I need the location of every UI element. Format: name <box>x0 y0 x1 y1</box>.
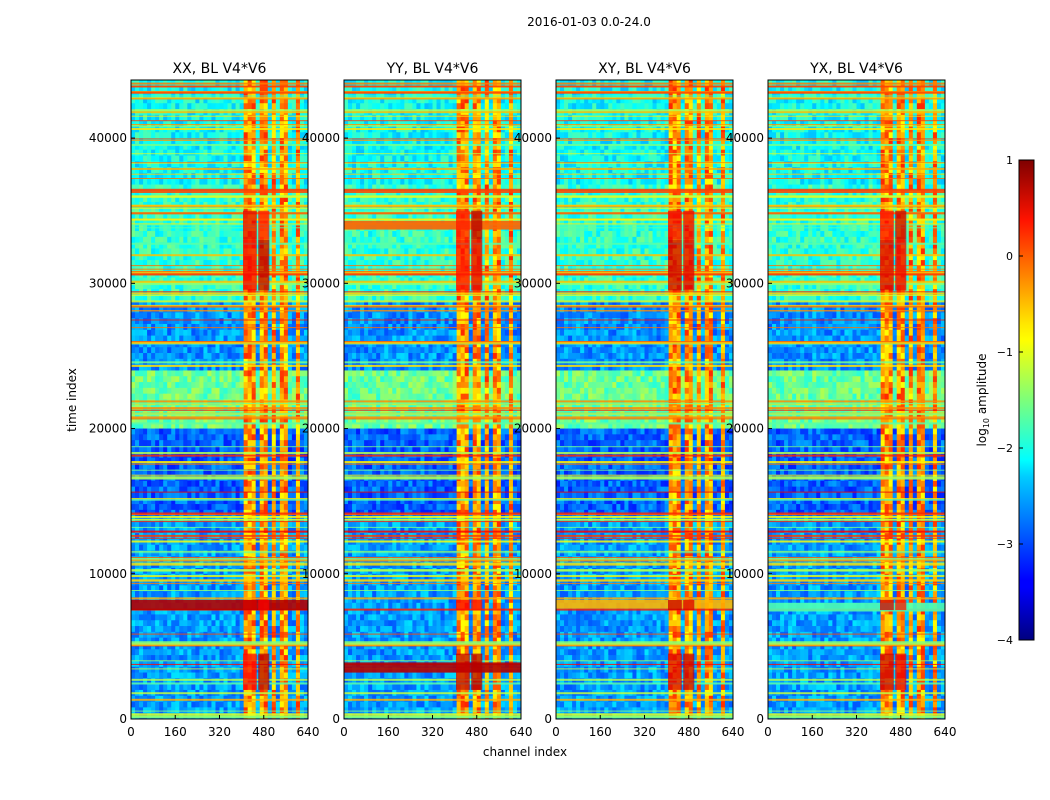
x-tick-label: 0 <box>340 725 348 739</box>
x-tick-label: 480 <box>465 725 488 739</box>
y-tick-label: 0 <box>756 712 764 726</box>
x-tick-label: 640 <box>722 725 745 739</box>
x-tick-label: 320 <box>421 725 444 739</box>
x-tick-label: 640 <box>934 725 957 739</box>
panel-2: YY, BL V4*V6 0 160 320 480 640 0 10000 20000 3000… <box>302 61 533 739</box>
y-tick-label: 30000 <box>726 276 764 290</box>
x-tick-label: 160 <box>801 725 824 739</box>
panel-title: YY, BL V4*V6 <box>386 61 479 77</box>
x-tick-label: 480 <box>889 725 912 739</box>
heatmap-cells <box>556 80 733 719</box>
x-tick-label: 0 <box>127 725 135 739</box>
y-tick-label: 10000 <box>89 567 127 581</box>
colorbar-tick-label: 1 <box>1006 154 1013 167</box>
y-tick-label: 20000 <box>514 422 552 436</box>
x-axis-label: channel index <box>483 745 567 759</box>
y-tick-label: 30000 <box>302 276 340 290</box>
y-tick-label: 10000 <box>514 567 552 581</box>
colorbar-tick-label: −2 <box>997 442 1013 455</box>
y-tick-label: 10000 <box>302 567 340 581</box>
y-tick-label: 0 <box>544 712 552 726</box>
y-tick-label: 40000 <box>302 131 340 145</box>
heatmap-cells <box>131 80 308 719</box>
y-tick-label: 0 <box>332 712 340 726</box>
panel-1: XX, BL V4*V6 0 160 320 480 640 0 10000 20000 3000… <box>89 61 320 739</box>
x-tick-label: 320 <box>845 725 868 739</box>
x-tick-label: 640 <box>297 725 320 739</box>
y-tick-label: 40000 <box>514 131 552 145</box>
suptitle: 2016-01-03 0.0-24.0 <box>527 15 651 29</box>
x-tick-label: 0 <box>552 725 560 739</box>
y-tick-label: 0 <box>119 712 127 726</box>
x-tick-label: 320 <box>633 725 656 739</box>
y-tick-label: 10000 <box>726 567 764 581</box>
y-tick-label: 20000 <box>726 422 764 436</box>
y-tick-label: 20000 <box>89 422 127 436</box>
y-tick-label: 30000 <box>89 276 127 290</box>
heatmap-cells <box>344 80 521 719</box>
colorbar: −4 −3 −2 −1 0 1 log10 amplitude <box>975 154 1035 647</box>
y-tick-label: 40000 <box>726 131 764 145</box>
x-tick-label: 160 <box>377 725 400 739</box>
x-tick-label: 320 <box>208 725 231 739</box>
colorbar-tick-label: −4 <box>997 634 1013 647</box>
x-tick-label: 160 <box>589 725 612 739</box>
panels: XX, BL V4*V6 0 160 320 480 640 0 10000 20000 3000… <box>89 61 957 739</box>
panel-3: XY, BL V4*V6 0 160 320 480 640 0 10000 20000 3000… <box>514 61 745 739</box>
x-tick-label: 0 <box>764 725 772 739</box>
colorbar-label: log10 amplitude <box>975 354 991 447</box>
panel-title: XY, BL V4*V6 <box>598 61 691 77</box>
heatmap-cells <box>768 80 945 719</box>
x-tick-label: 480 <box>677 725 700 739</box>
x-tick-label: 480 <box>252 725 275 739</box>
x-tick-label: 640 <box>510 725 533 739</box>
y-tick-label: 40000 <box>89 131 127 145</box>
panel-title: YX, BL V4*V6 <box>809 61 903 77</box>
y-axis-label: time index <box>65 368 79 432</box>
y-tick-label: 20000 <box>302 422 340 436</box>
colorbar-tick-label: −3 <box>997 538 1013 551</box>
y-tick-label: 30000 <box>514 276 552 290</box>
colorbar-tick-label: 0 <box>1006 250 1013 263</box>
panel-title: XX, BL V4*V6 <box>173 61 267 77</box>
colorbar-gradient <box>1018 159 1035 641</box>
x-tick-label: 160 <box>164 725 187 739</box>
panel-4: YX, BL V4*V6 0 160 320 480 640 0 10000 20000 3000… <box>726 61 957 739</box>
colorbar-tick-label: −1 <box>997 346 1013 359</box>
